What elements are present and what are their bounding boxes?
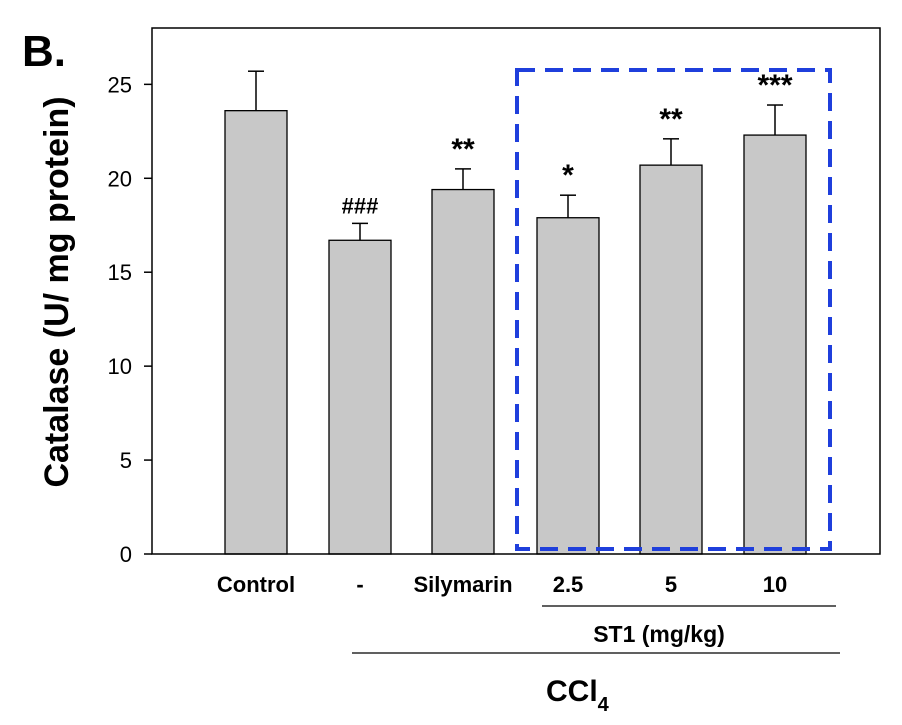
y-tick-label: 25: [108, 72, 132, 97]
y-axis-label: Catalase (U/ mg protein): [38, 96, 76, 487]
significance-annotations: ###********: [342, 69, 793, 218]
st1-group-label: ST1 (mg/kg): [593, 621, 725, 647]
x-tick-label: 10: [763, 572, 787, 597]
y-tick-label: 5: [120, 448, 132, 473]
y-tick-label: 20: [108, 166, 132, 191]
bar: [431, 188, 495, 555]
bar: [536, 217, 600, 555]
ccl4-group-label: CCl4: [546, 675, 610, 716]
highlight-box: [515, 68, 832, 551]
x-tick-label: Control: [217, 572, 295, 597]
x-tick-label: Silymarin: [413, 572, 512, 597]
x-tick-label: 5: [665, 572, 677, 597]
y-tick-label: 15: [108, 260, 132, 285]
bar: [743, 134, 807, 555]
x-tick-label: 2.5: [553, 572, 584, 597]
x-tick-label: -: [356, 572, 363, 597]
plot-frame: [151, 27, 881, 555]
panel-label: B.: [22, 27, 66, 76]
bar: [328, 239, 392, 555]
x-axis-tick-labels: Control - Silymarin 2.5 5 10: [217, 572, 787, 597]
y-tick-label: 0: [120, 542, 132, 567]
ccl4-main: CCl: [546, 675, 598, 708]
bar: [639, 164, 703, 555]
error-bars: [248, 70, 783, 241]
y-tick-label: 10: [108, 354, 132, 379]
significance-label: **: [451, 133, 475, 166]
significance-label: ###: [342, 193, 379, 218]
significance-label: *: [562, 159, 574, 192]
significance-label: **: [659, 103, 683, 136]
significance-label: ***: [757, 69, 792, 102]
bar: [224, 110, 288, 555]
ccl4-subscript: 4: [598, 694, 610, 716]
y-axis-ticks: 0 5 10 15 20 25: [108, 72, 152, 567]
